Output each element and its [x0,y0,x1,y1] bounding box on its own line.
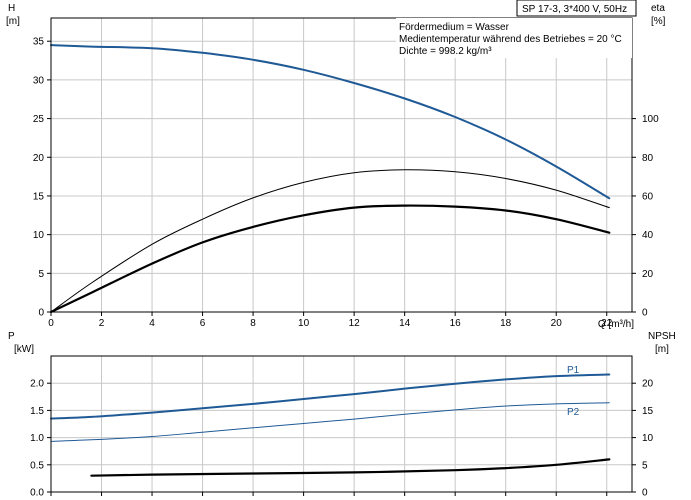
top-right-tick-label: 20 [642,269,654,280]
series-label-p2: P2 [567,407,580,418]
top-series-2-line [50,169,610,313]
bottom-plot-frame [50,355,633,493]
x-tick-label: 4 [149,318,155,329]
x-tick-label: 16 [450,318,462,329]
top-right-tick-label: 0 [642,308,648,319]
top-right-tick-label: 40 [642,230,654,241]
x-tick-label: 22 [601,318,613,329]
x-tick-label: 0 [48,318,54,329]
series-label-p1: P1 [567,365,580,376]
bottom-left-tick-label: 1.5 [30,406,44,417]
bottom-right-tick-label: 10 [642,433,654,444]
x-tick-label: 14 [399,318,411,329]
top-series-0-line [50,44,611,200]
bottom-left-tick-label: 1.0 [30,433,44,444]
top-left-tick-label: 15 [33,191,45,202]
pump-label: SP 17-3, 3*400 V, 50Hz [522,4,627,15]
top-left-tick-label: 25 [33,114,45,125]
top-gridlines [51,18,632,312]
x-tick-label: 8 [250,318,256,329]
top-series-3-line [49,204,611,314]
x-tick-label: 6 [200,318,206,329]
note-fluid: Fördermedium = Wasser [399,22,510,33]
bottom-series-1-line [50,402,610,442]
bottom-left-axis-symbol: P [8,331,15,342]
bottom-right-tick-label: 0 [642,488,648,499]
bottom-left-tick-label: 2.0 [30,379,44,390]
x-tick-label: 10 [298,318,310,329]
bottom-left-tick-label: 0.5 [30,460,44,471]
curves [49,44,611,477]
x-tick-label: 20 [551,318,563,329]
x-axis-label: Q [m³/h] [598,319,634,330]
bottom-left-tick-label: 0.0 [30,488,44,499]
top-left-tick-label: 30 [33,75,45,86]
top-left-tick-label: 0 [38,308,44,319]
top-left-axis-unit: [m] [6,16,20,27]
x-tick-label: 2 [99,318,105,329]
top-left-tick-label: 5 [38,269,44,280]
bottom-series-2-line [90,458,611,477]
bottom-right-tick-label: 20 [642,379,654,390]
bottom-right-axis-symbol: NPSH [648,331,676,342]
top-left-tick-label: 35 [33,37,45,48]
bottom-gridlines [51,356,632,492]
top-right-axis-symbol: eta [651,3,665,14]
top-right-tick-label: 60 [642,191,654,202]
top-left-tick-label: 20 [33,153,45,164]
top-right-axis-unit: [%] [651,16,666,27]
top-right-tick-label: 100 [642,114,659,125]
bottom-right-axis-unit: [m] [655,344,669,355]
notes-background [396,18,632,58]
top-plot-frame [50,17,633,313]
note-density: Dichte = 998.2 kg/m³ [399,46,492,57]
top-left-tick-label: 10 [33,230,45,241]
pump-label-box [516,0,637,17]
bottom-left-axis-unit: [kW] [14,344,34,355]
bottom-series-0-line [50,373,611,420]
note-temperature: Medientemperatur während des Betriebes =… [399,34,622,45]
x-tick-label: 12 [349,318,361,329]
top-left-axis-symbol: H [8,3,15,14]
x-tick-label: 18 [500,318,512,329]
top-right-tick-label: 80 [642,153,654,164]
bottom-right-tick-label: 5 [642,460,648,471]
bottom-right-tick-label: 15 [642,406,654,417]
